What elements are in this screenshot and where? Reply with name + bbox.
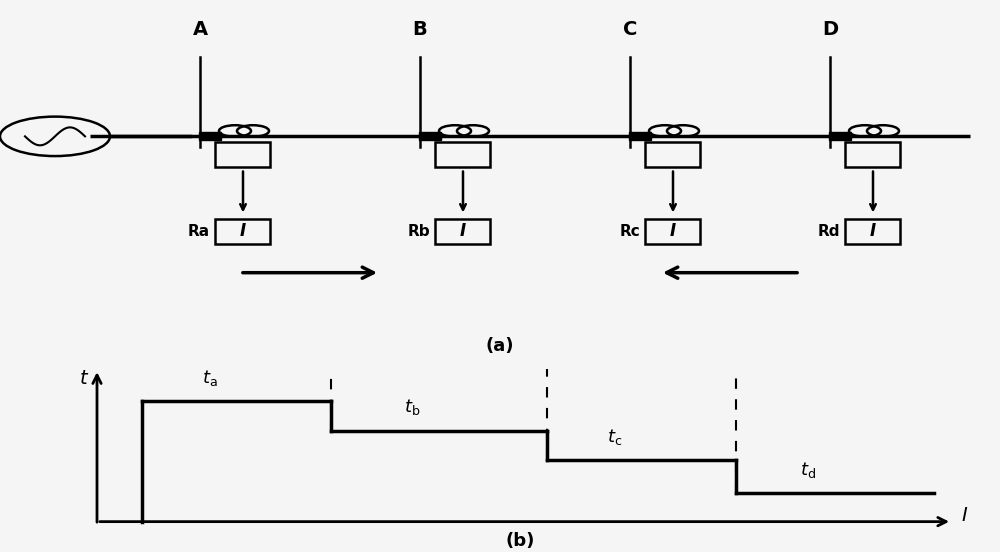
Text: Rb: Rb [407, 224, 430, 239]
Text: A: A [192, 20, 208, 40]
Bar [215, 142, 270, 167]
Text: D: D [822, 20, 838, 40]
Bar [845, 219, 900, 244]
Text: $t_{\rm b}$: $t_{\rm b}$ [404, 397, 420, 417]
Text: $I$: $I$ [961, 506, 968, 525]
Text: Rc: Rc [619, 224, 640, 239]
Bar [829, 132, 851, 140]
Text: $t$: $t$ [79, 369, 89, 388]
Text: Ra: Ra [188, 224, 210, 239]
Bar [845, 142, 900, 167]
Bar [645, 142, 700, 167]
Text: $t_{\rm a}$: $t_{\rm a}$ [202, 368, 217, 388]
Bar [419, 132, 441, 140]
Text: B: B [413, 20, 427, 40]
Text: $t_{\rm c}$: $t_{\rm c}$ [607, 427, 622, 447]
Bar [199, 132, 221, 140]
Bar [645, 219, 700, 244]
Text: I: I [239, 222, 246, 241]
Text: I: I [459, 222, 466, 241]
Text: I: I [669, 222, 676, 241]
Text: C: C [623, 20, 637, 40]
Text: I: I [869, 222, 876, 241]
Bar [435, 142, 490, 167]
Text: $t_{\rm d}$: $t_{\rm d}$ [800, 460, 816, 480]
Text: Rd: Rd [818, 224, 840, 239]
Bar [435, 219, 490, 244]
Bar [629, 132, 651, 140]
Text: (a): (a) [486, 337, 514, 355]
Text: (b): (b) [505, 532, 535, 550]
Bar [215, 219, 270, 244]
